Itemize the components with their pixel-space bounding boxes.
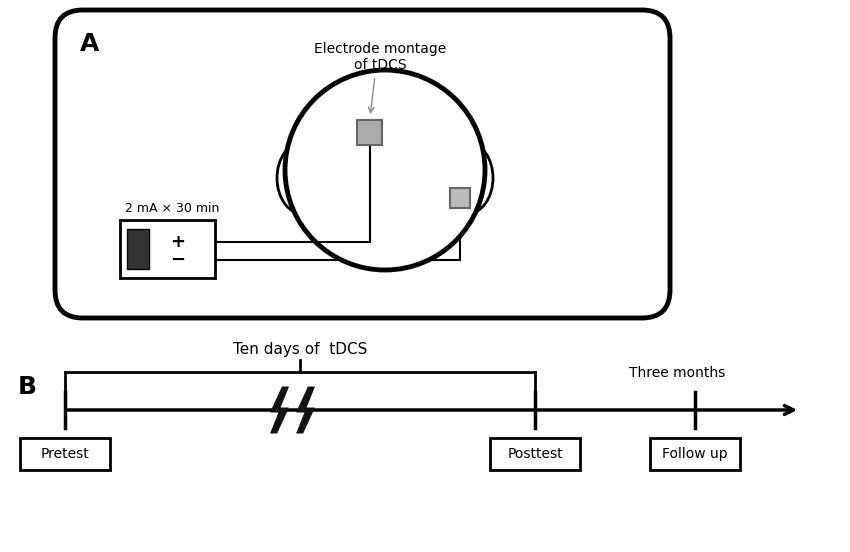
FancyBboxPatch shape xyxy=(650,438,740,470)
Polygon shape xyxy=(270,387,288,433)
Text: +: + xyxy=(171,233,185,251)
FancyBboxPatch shape xyxy=(55,10,670,318)
Ellipse shape xyxy=(277,142,329,214)
Ellipse shape xyxy=(441,142,493,214)
Text: Three months: Three months xyxy=(629,366,726,380)
Text: Ten days of  tDCS: Ten days of tDCS xyxy=(233,342,367,357)
FancyBboxPatch shape xyxy=(490,438,580,470)
FancyBboxPatch shape xyxy=(127,229,149,269)
Text: Posttest: Posttest xyxy=(507,447,563,461)
FancyBboxPatch shape xyxy=(20,438,110,470)
Polygon shape xyxy=(297,387,314,433)
Circle shape xyxy=(285,70,485,270)
FancyBboxPatch shape xyxy=(450,188,470,208)
FancyBboxPatch shape xyxy=(358,120,382,145)
Text: Electrode montage
of tDCS: Electrode montage of tDCS xyxy=(314,42,446,72)
Text: 2 mA × 30 min: 2 mA × 30 min xyxy=(125,202,219,215)
Text: Pretest: Pretest xyxy=(41,447,89,461)
Text: B: B xyxy=(18,375,37,399)
Text: Follow up: Follow up xyxy=(662,447,728,461)
FancyBboxPatch shape xyxy=(120,220,215,278)
Text: A: A xyxy=(80,32,99,56)
Text: −: − xyxy=(171,251,185,269)
